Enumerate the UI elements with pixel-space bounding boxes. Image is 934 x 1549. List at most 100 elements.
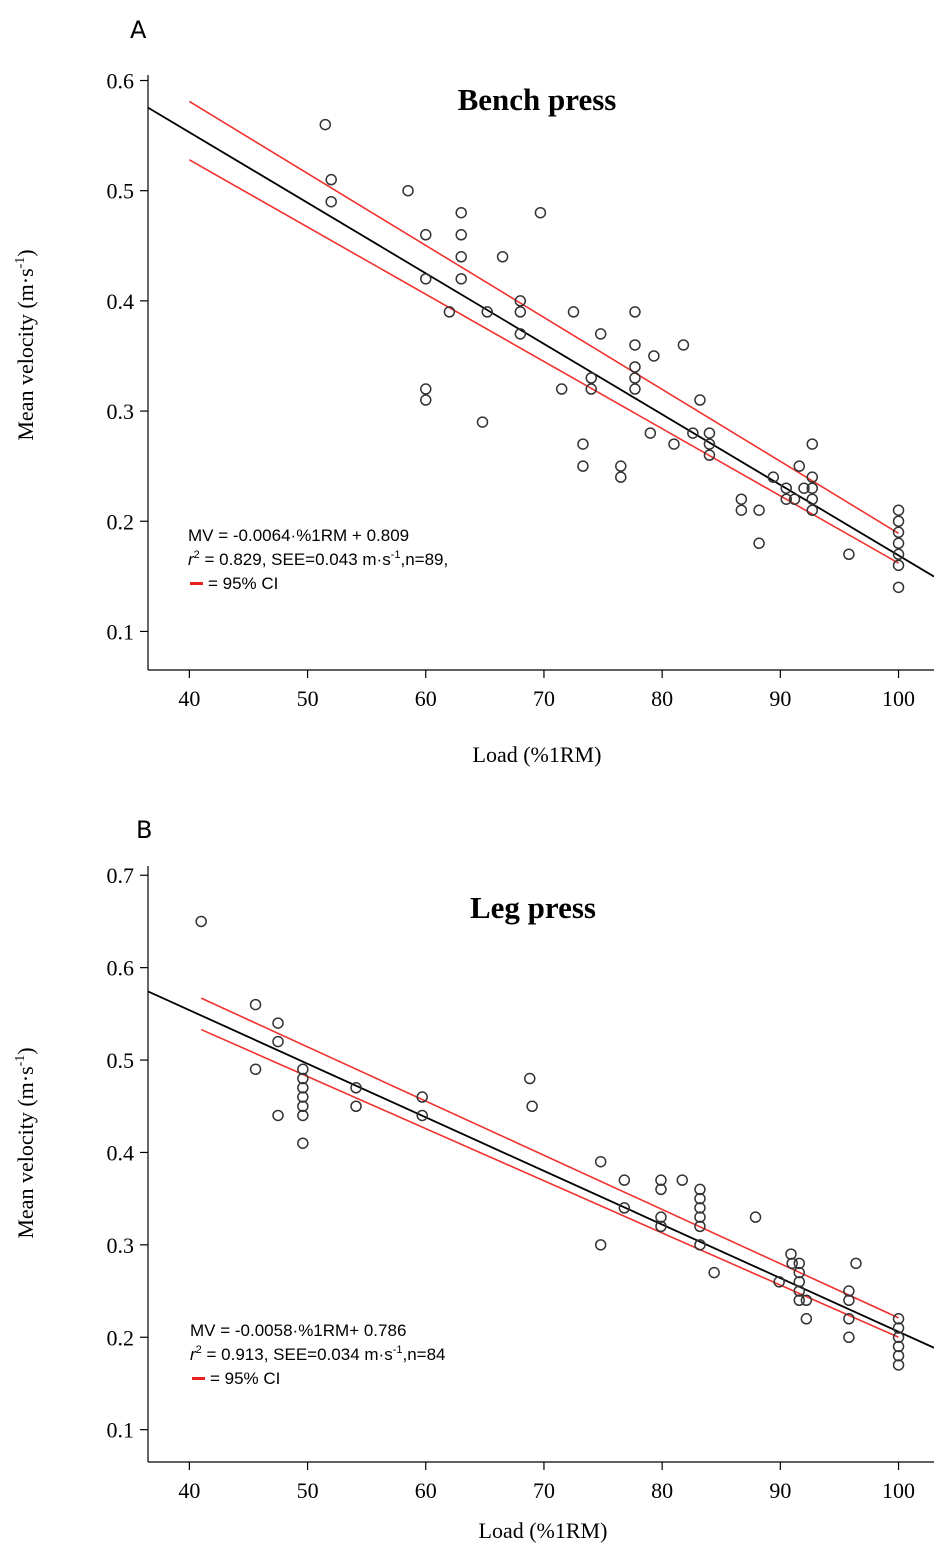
data-point — [793, 1294, 806, 1307]
data-point — [694, 1239, 706, 1251]
data-point — [629, 383, 641, 395]
data-point — [297, 1082, 309, 1094]
data-point — [272, 1017, 284, 1029]
data-point — [319, 118, 332, 131]
ci-legend-swatch — [190, 582, 203, 585]
data-point — [297, 1100, 309, 1112]
ci-band-line — [188, 100, 899, 535]
annotation-unit-sup: -1 — [391, 549, 401, 561]
data-point — [567, 306, 580, 318]
data-point — [629, 361, 641, 373]
data-point — [629, 339, 641, 351]
data-point — [800, 1294, 813, 1307]
data-point — [534, 206, 547, 219]
regression-line — [148, 990, 934, 1349]
data-point — [843, 1313, 855, 1325]
data-point — [703, 438, 716, 450]
data-point — [350, 1100, 362, 1112]
data-point — [297, 1109, 309, 1122]
data-point — [703, 449, 716, 461]
x-tick-label: 40 — [178, 686, 200, 711]
data-point — [767, 471, 780, 483]
data-point — [629, 306, 641, 318]
ci-band-line — [200, 997, 899, 1319]
y-tick-label: 0.1 — [107, 619, 135, 644]
y-axis-label-end: ) — [13, 1047, 38, 1054]
data-point — [524, 1072, 536, 1085]
data-point — [694, 394, 706, 406]
data-point — [455, 251, 467, 263]
annotation-stats-a: = 0.829, SEE=0.043 m·s — [200, 550, 391, 569]
data-point — [443, 306, 456, 318]
data-point — [481, 306, 493, 318]
chart-title: Leg press — [470, 890, 596, 925]
data-point — [687, 427, 699, 439]
annotation-stats: r2 = 0.913, SEE=0.034 m·s-1,n=84 — [190, 1344, 446, 1364]
data-point — [892, 1349, 905, 1362]
data-point — [806, 438, 819, 450]
data-point — [496, 251, 509, 263]
x-axis-label: Load (%1RM) — [479, 1518, 608, 1543]
x-tick-label: 70 — [533, 686, 555, 711]
data-point — [577, 460, 589, 472]
x-tick-label: 80 — [651, 686, 673, 711]
data-point — [694, 1202, 706, 1214]
x-tick-label: 100 — [882, 1478, 915, 1503]
data-point — [892, 581, 905, 594]
ci-legend-label: = 95% CI — [210, 1369, 280, 1388]
data-point — [594, 1155, 607, 1168]
data-point — [648, 350, 660, 362]
data-point — [843, 1294, 855, 1307]
data-point — [735, 493, 748, 505]
annotation-r: r — [190, 1345, 197, 1364]
data-point — [753, 537, 765, 550]
y-tick-label: 0.6 — [107, 956, 135, 981]
data-point — [694, 1183, 706, 1196]
data-point — [892, 1340, 905, 1353]
data-point — [806, 471, 819, 483]
data-point — [793, 1276, 806, 1288]
data-point — [788, 493, 801, 505]
data-point — [615, 471, 627, 483]
data-point — [514, 328, 527, 340]
data-point — [749, 1211, 762, 1223]
annotation-equation: MV = -0.0064·%1RM + 0.809 — [188, 526, 409, 545]
data-point — [325, 195, 337, 208]
data-point — [420, 229, 432, 241]
chart-title: Bench press — [458, 82, 617, 117]
data-point — [325, 173, 337, 186]
data-point — [800, 1313, 813, 1325]
data-point — [806, 504, 819, 516]
data-point — [676, 1174, 688, 1186]
data-point — [892, 1322, 905, 1334]
data-point — [526, 1100, 538, 1112]
x-tick-label: 90 — [769, 686, 791, 711]
data-point — [297, 1072, 309, 1085]
panel-letter: A — [130, 16, 147, 44]
x-tick-label: 50 — [297, 686, 319, 711]
data-point — [420, 394, 432, 406]
data-point — [655, 1220, 667, 1233]
data-point — [514, 306, 527, 318]
data-point — [892, 548, 905, 561]
data-point — [585, 372, 597, 384]
data-point — [476, 416, 489, 428]
data-point — [455, 206, 467, 219]
data-point — [793, 1285, 806, 1297]
data-point — [806, 493, 819, 505]
data-point — [350, 1082, 362, 1094]
annotation-r: r — [188, 550, 195, 569]
data-point — [249, 998, 262, 1011]
data-point — [655, 1211, 667, 1223]
data-point — [655, 1183, 667, 1196]
y-axis-label-sup: -1 — [13, 257, 28, 269]
regression-line — [148, 106, 934, 578]
data-point — [694, 1192, 706, 1205]
y-tick-label: 0.3 — [107, 1233, 135, 1258]
data-point — [629, 372, 641, 384]
data-point — [892, 559, 905, 572]
ci-legend-swatch — [192, 1377, 205, 1380]
data-point — [297, 1063, 309, 1076]
data-point — [793, 1257, 806, 1270]
